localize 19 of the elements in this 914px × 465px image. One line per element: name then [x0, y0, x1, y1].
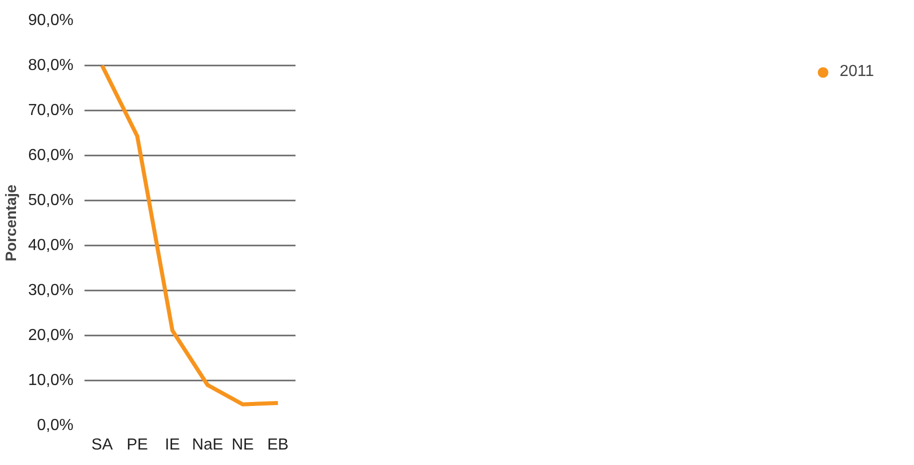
y-tick-label: 90,0%	[28, 12, 74, 29]
x-tick-label: NaE	[192, 436, 224, 454]
y-tick-label: 50,0%	[28, 192, 74, 209]
y-tick-label: 10,0%	[28, 372, 74, 389]
y-axis-title: Porcentaje	[3, 184, 20, 262]
x-tick-label: EB	[267, 436, 289, 454]
y-tick-label: 20,0%	[28, 327, 74, 344]
x-tick-label: PE	[126, 436, 148, 454]
y-tick-label: 60,0%	[28, 147, 74, 164]
x-tick-label: IE	[164, 436, 180, 454]
legend-label: 2011	[840, 63, 874, 81]
x-tick-label: SA	[91, 436, 114, 454]
y-tick-label: 70,0%	[28, 102, 74, 119]
line-series	[100, 64, 280, 406]
y-tick-label: 0,0%	[37, 417, 74, 434]
y-tick-label: 30,0%	[28, 282, 74, 299]
x-tick-label: NE	[232, 436, 254, 454]
y-tick-label: 80,0%	[28, 57, 74, 74]
y-tick-label: 40,0%	[28, 237, 74, 254]
